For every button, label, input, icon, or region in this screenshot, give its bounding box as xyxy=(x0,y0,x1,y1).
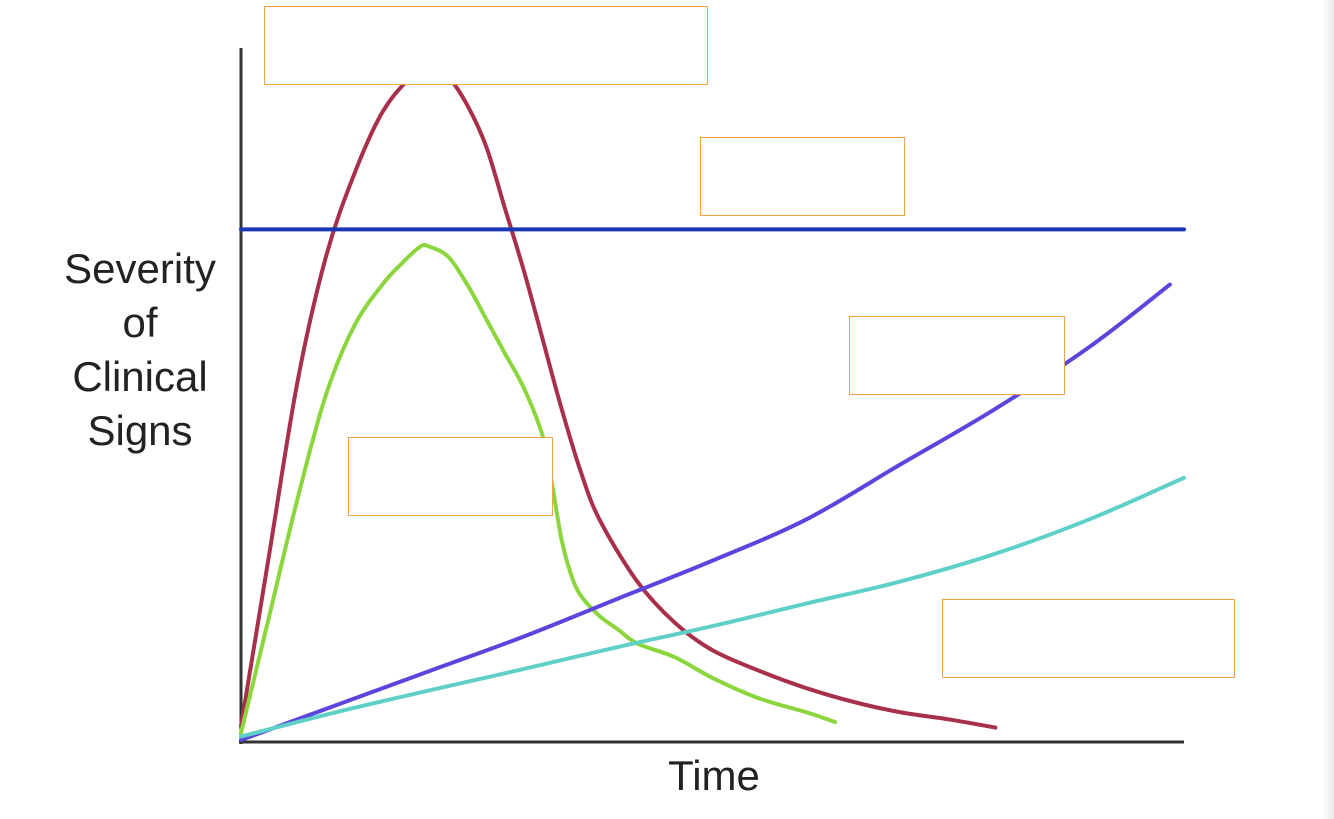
answer-box-3[interactable] xyxy=(849,316,1065,395)
answer-box-2[interactable] xyxy=(700,137,905,216)
series-layer xyxy=(239,68,1186,742)
series-line-2 xyxy=(239,242,838,736)
series-line-5 xyxy=(239,475,1186,739)
x-axis-label: Time xyxy=(668,752,760,799)
y-axis-label: Severity of Clinical Signs xyxy=(64,245,216,454)
answer-box-4[interactable] xyxy=(348,437,553,516)
series-line-1 xyxy=(239,68,998,730)
answer-box-5[interactable] xyxy=(942,599,1235,678)
answer-box-1[interactable] xyxy=(264,6,708,85)
page-edge-shadow xyxy=(1322,0,1334,819)
